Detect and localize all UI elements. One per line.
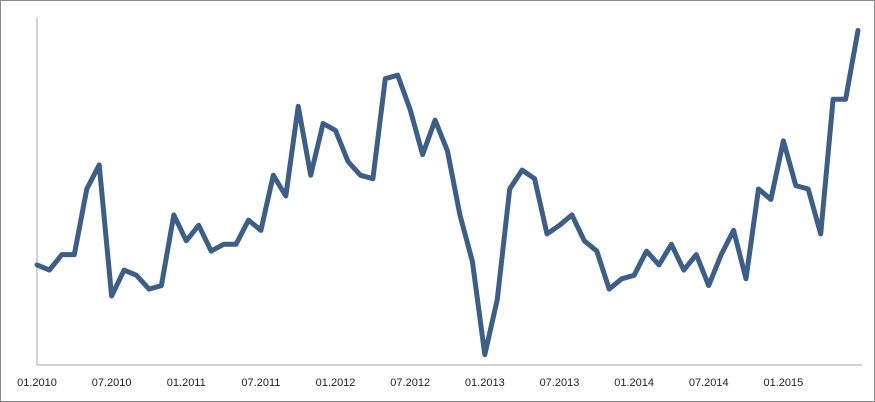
x-tick-label: 01.2015	[763, 377, 803, 389]
x-tick-label: 01.2011	[167, 377, 206, 389]
x-tick-label: 07.2013	[540, 377, 580, 389]
x-tick-label: 01.2013	[465, 377, 505, 389]
x-tick-label: 07.2011	[241, 377, 280, 389]
x-tick-label: 07.2012	[390, 377, 430, 389]
x-tick-label: 01.2010	[17, 377, 57, 389]
x-tick-label: 07.2010	[92, 377, 132, 389]
x-tick-label: 01.2014	[614, 377, 654, 389]
data-line	[34, 27, 861, 358]
x-tick-label: 01.2012	[316, 377, 356, 389]
x-tick-label: 07.2014	[689, 377, 729, 389]
